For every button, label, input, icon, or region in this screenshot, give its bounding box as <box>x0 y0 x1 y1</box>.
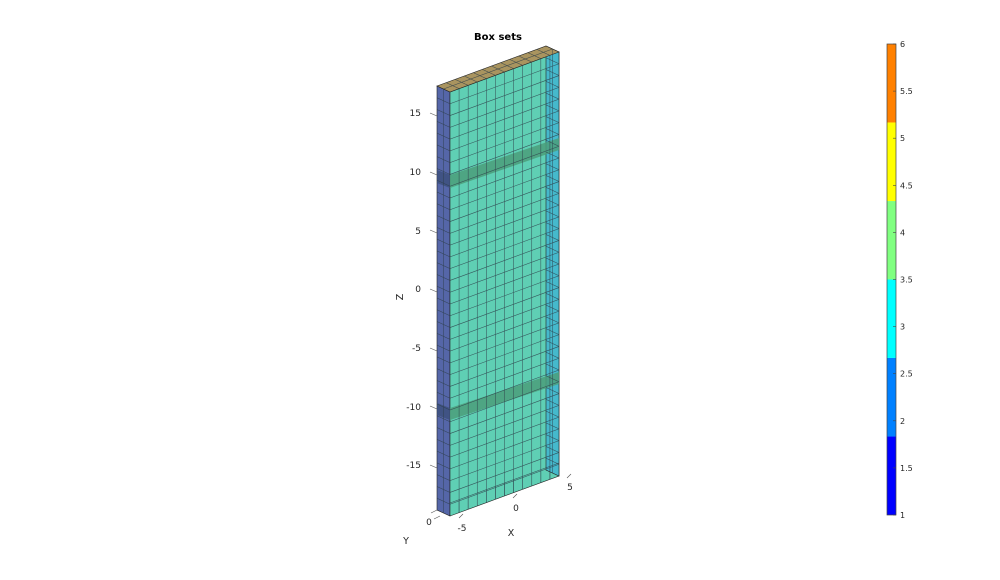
z-axis: 15 10 5 0 -5 -10 -15 Z <box>395 109 421 471</box>
colorbar-tick-label: 6 <box>900 40 905 49</box>
x-axis: -5 0 5 X <box>458 483 573 539</box>
colorbar-tick-label: 4 <box>900 228 905 237</box>
colorbar: 6 5.5 5 4.5 4 3.5 3 2.5 2 1.5 1 <box>886 40 913 520</box>
axis-tick <box>429 347 438 352</box>
x-tick-label: -5 <box>458 524 467 534</box>
colorbar-tick-label: 3.5 <box>900 276 913 285</box>
colorbar-tick-label: 4.5 <box>900 181 913 190</box>
x-tick-label: 5 <box>567 483 573 493</box>
z-tick-label: -15 <box>406 461 421 471</box>
axis-tick <box>429 229 438 234</box>
colorbar-tick-label: 3 <box>900 323 905 332</box>
colorbar-tick-label: 1.5 <box>900 464 913 473</box>
mesh-line <box>443 48 553 90</box>
z-axis-label: Z <box>395 293 406 300</box>
colorbar-band <box>887 357 896 437</box>
y-tick-label: 0 <box>426 518 432 528</box>
mesh-grid-lines <box>436 48 560 513</box>
axis-tick <box>512 493 518 499</box>
colorbar-band <box>887 44 896 123</box>
colorbar-tick-label: 1 <box>900 511 905 520</box>
z-tick-label: -10 <box>406 403 421 413</box>
axis-tick-marks <box>429 112 572 520</box>
box-mesh <box>436 45 560 517</box>
z-tick-label: 5 <box>415 227 421 237</box>
z-tick-label: -5 <box>412 344 421 354</box>
axis-tick <box>429 464 438 469</box>
axis-tick <box>430 509 438 514</box>
z-tick-label: 0 <box>415 285 421 295</box>
axis-tick <box>429 288 438 293</box>
colorbar-band <box>887 436 896 515</box>
colorbar-band <box>887 122 896 202</box>
colorbar-tick-label: 5 <box>900 134 905 143</box>
axis-tick <box>566 473 572 479</box>
z-tick-label: 10 <box>410 168 422 178</box>
colorbar-band <box>887 201 896 280</box>
x-axis-label: X <box>508 528 515 539</box>
colorbar-band <box>887 279 896 358</box>
mesh-line <box>449 462 560 504</box>
axis-tick <box>429 171 438 176</box>
y-axis-label: Y <box>402 536 409 547</box>
colorbar-tick-label: 2 <box>900 417 905 426</box>
y-axis: 0 Y <box>402 518 432 547</box>
x-tick-label: 0 <box>513 504 519 514</box>
axis-tick <box>429 405 438 410</box>
colorbar-tick-label: 5.5 <box>900 87 913 96</box>
colorbar-tick-label: 2.5 <box>900 370 913 379</box>
z-tick-label: 15 <box>410 109 421 119</box>
axis-tick <box>458 513 464 519</box>
axis-tick <box>429 112 438 117</box>
axis-tick <box>433 515 441 520</box>
figure-title: Box sets <box>474 32 522 43</box>
